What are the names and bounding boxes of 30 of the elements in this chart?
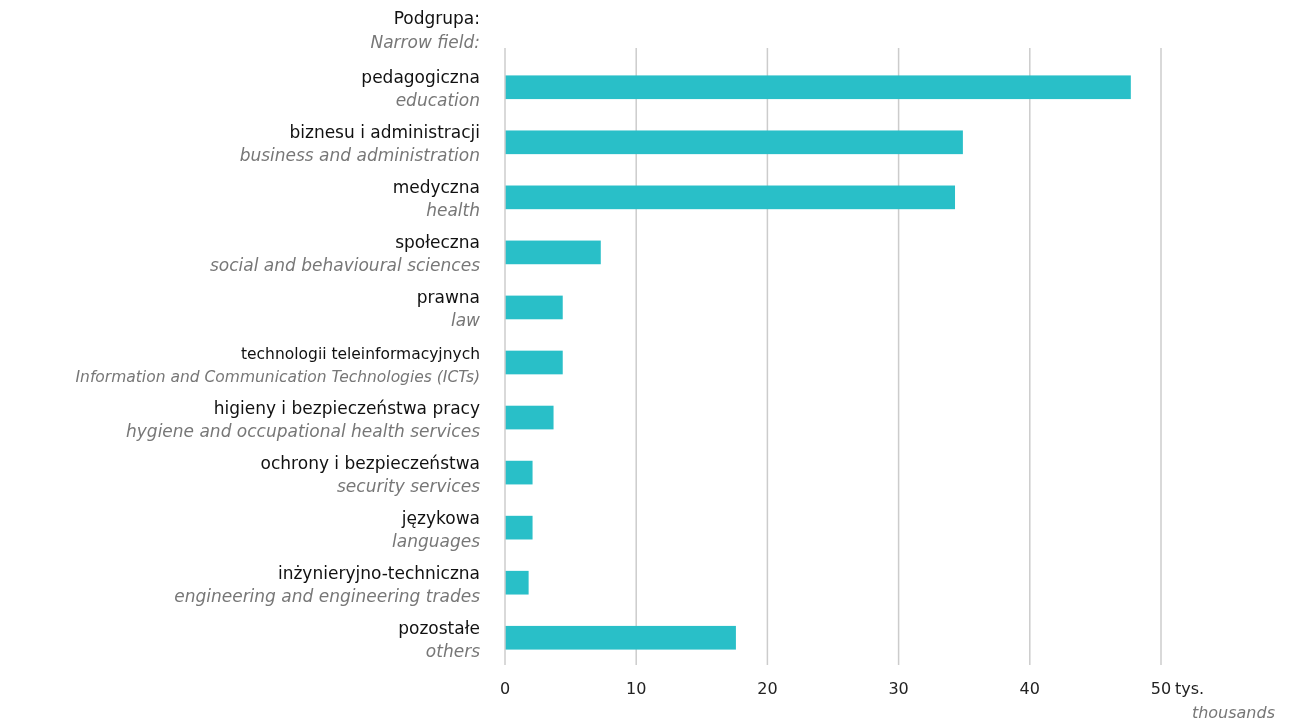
bar: [505, 625, 736, 650]
bar: [505, 350, 563, 375]
bar: [505, 75, 1131, 100]
y-axis-title: Podgrupa: Narrow field:: [370, 8, 480, 52]
x-tick-label: 50: [1150, 679, 1172, 698]
x-tick-label: 0: [499, 679, 511, 698]
bar: [505, 570, 529, 595]
y-tick-label: biznesu i administracji business and administration: [239, 122, 480, 166]
y-tick-label: inżynieryjno-techniczna engineering and engineering trades: [174, 562, 481, 606]
x-tick-label: 30: [888, 679, 909, 698]
y-tick-label: ochrony i bezpieczeństwa security services: [260, 452, 481, 496]
y-tick-label: językowa languages: [391, 507, 481, 551]
bar: [505, 405, 554, 430]
y-tick-label: higieny i bezpieczeństwa pracy hygiene and occupational health services: [126, 397, 481, 441]
bar: [505, 515, 533, 540]
y-tick-label: pedagogiczna education: [361, 67, 480, 111]
bar: [505, 130, 963, 155]
bar: [505, 460, 533, 485]
y-tick-label: medyczna health: [392, 177, 480, 221]
y-tick-label: technologii teleinformacyjnych Information and Communication Technologies (ICTs): [75, 344, 480, 386]
bar: [505, 185, 956, 210]
x-tick-label: 40: [1019, 679, 1040, 698]
y-tick-label: pozostałe others: [398, 617, 481, 661]
y-tick-label: społeczna social and behavioural sciences: [209, 232, 481, 276]
x-axis-title: tys. thousands: [1175, 679, 1275, 722]
bar: [505, 240, 601, 265]
y-tick-label: prawna law: [416, 287, 481, 331]
bar: [505, 295, 563, 320]
x-tick-label: 10: [626, 679, 647, 698]
x-tick-label: 20: [757, 679, 778, 698]
